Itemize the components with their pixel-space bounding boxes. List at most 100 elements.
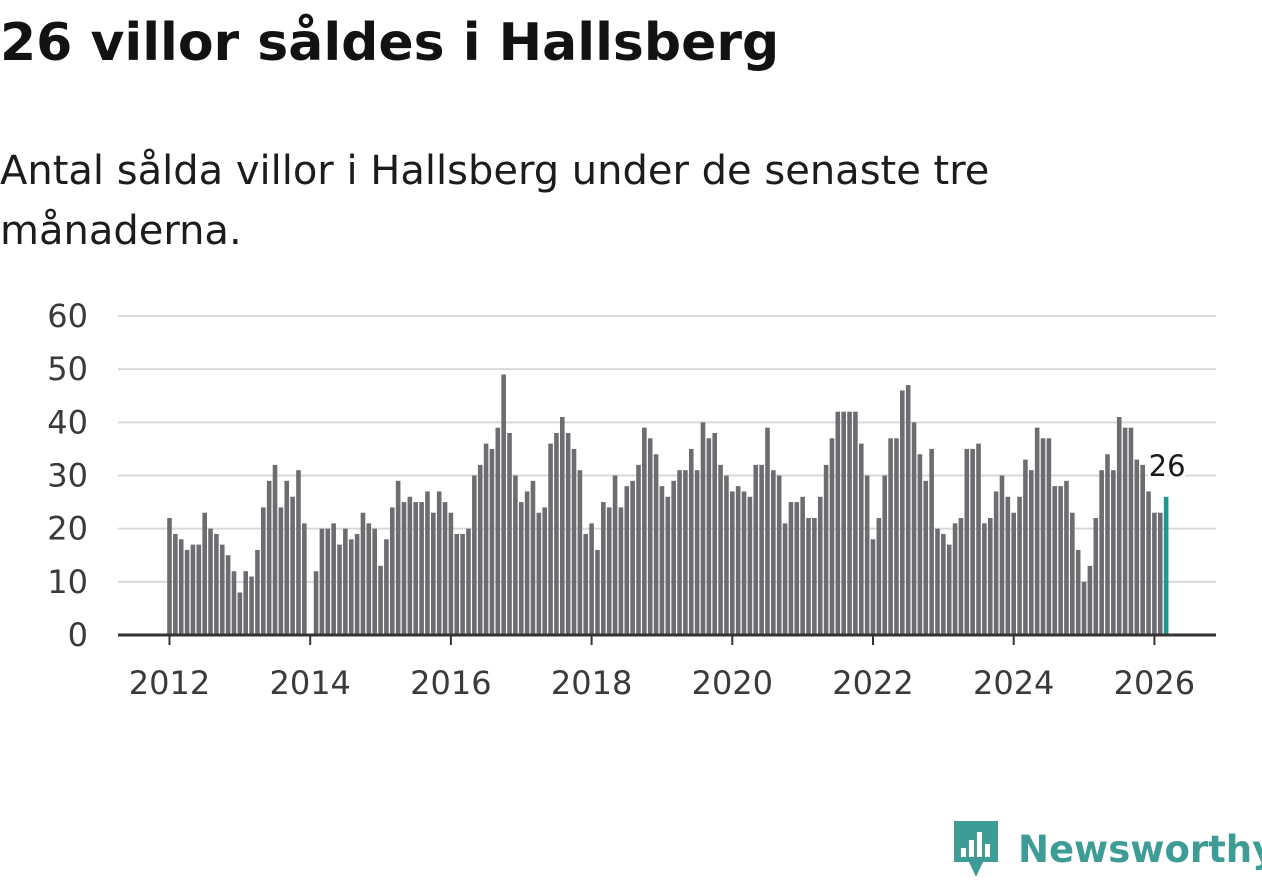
bar [571,448,577,635]
bar [800,496,805,635]
bar [173,533,178,635]
bar [993,491,999,635]
bar [413,502,419,635]
bar [1070,512,1075,635]
bar [290,496,295,635]
bar [642,427,647,635]
bar [436,491,442,635]
bar [196,544,202,635]
bar [1140,464,1145,635]
bar [278,507,284,635]
x-axis-ticks: 2012 2014 2016 2018 2020 2022 2024 2026 [129,635,1195,702]
x-tick-label: 2018 [551,664,632,702]
bar [730,491,735,635]
bar [1064,480,1069,635]
bar [1028,470,1034,635]
bar [1017,496,1022,635]
bar [923,480,929,635]
bar [589,523,594,635]
bar [976,443,981,635]
newsworthy-logo-icon [954,821,998,877]
bar [929,448,934,635]
bar [647,438,653,635]
bar [255,549,260,635]
bar [384,539,389,635]
bar [1034,427,1040,635]
bar [348,539,354,635]
bar [425,491,430,635]
bar [167,518,172,635]
x-tick-label: 2012 [129,664,210,702]
bar [1040,438,1046,635]
bar [1146,491,1151,635]
bar [683,470,688,635]
bar [313,571,319,635]
bar [243,571,249,635]
bar [1081,581,1087,635]
bar [712,432,718,635]
bar [970,448,975,635]
y-tick-label: 30 [47,457,88,495]
bar [272,464,278,635]
bar [1134,459,1140,635]
bar [1122,427,1128,635]
bar [489,448,495,635]
brand-name: Newsworthy [1018,827,1262,871]
bar [583,533,589,635]
bar [442,502,448,635]
bar [1116,417,1122,635]
bar [835,411,841,635]
bar [1046,438,1052,635]
brand: Newsworthy [950,818,1262,880]
bar [231,571,237,635]
x-tick-label: 2026 [1114,664,1195,702]
bar [565,432,571,635]
bar [606,507,612,635]
bar [178,539,184,635]
bar [847,411,852,635]
bar [208,528,213,635]
bar [952,523,958,635]
bar [987,518,993,635]
bar [917,454,923,635]
bar [419,502,424,635]
bar [266,480,272,635]
bar [870,539,876,635]
bar [806,518,811,635]
bar [225,555,231,635]
y-tick-label: 50 [47,350,88,388]
bar [577,470,583,635]
bar [448,512,454,635]
bar [1005,496,1011,635]
bar [765,427,770,635]
bar [513,475,518,635]
bar [858,443,864,635]
bar [1087,565,1093,635]
bar [1011,512,1016,635]
bar [536,512,542,635]
bar [882,475,888,635]
bar [888,438,893,635]
bar [559,417,565,635]
bar [389,507,395,635]
bar [1075,549,1081,635]
bar [905,385,911,635]
bar [395,480,401,635]
bar [319,528,325,635]
bar [636,464,641,635]
bar [694,470,700,635]
bar [501,374,506,635]
bar [296,470,301,635]
bar [753,464,759,635]
bar [999,475,1005,635]
bar [595,549,600,635]
annotations: 26 [1146,446,1189,486]
bar [337,544,342,635]
bar [1111,470,1116,635]
bar [788,502,794,635]
y-axis: 0 10 20 30 40 50 60 [47,297,88,654]
bar [483,443,489,635]
bar [601,502,606,635]
bar [548,443,553,635]
